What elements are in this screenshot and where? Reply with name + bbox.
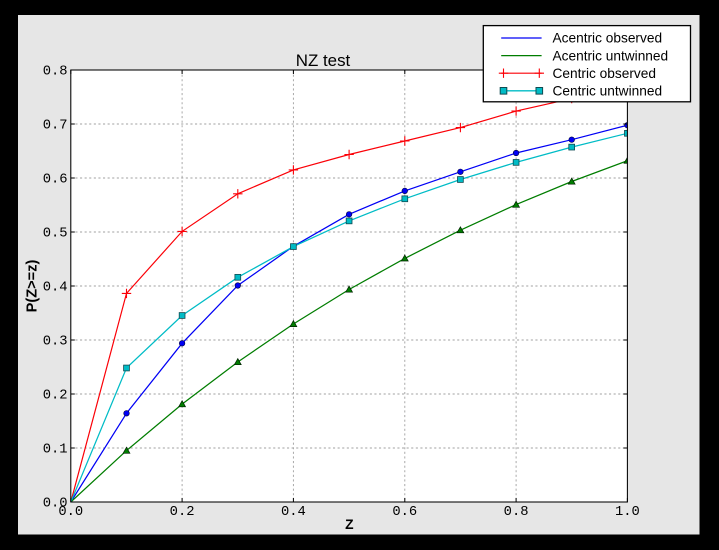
svg-text:Centric untwinned: Centric untwinned: [553, 84, 663, 99]
svg-text:NZ test: NZ test: [296, 51, 351, 70]
svg-text:0.3: 0.3: [43, 335, 68, 350]
svg-text:0.4: 0.4: [281, 505, 306, 520]
svg-text:P(Z>=z): P(Z>=z): [25, 260, 41, 313]
svg-text:0.8: 0.8: [504, 505, 529, 520]
svg-text:0.1: 0.1: [43, 443, 68, 458]
svg-text:Z: Z: [345, 517, 354, 532]
svg-text:0.0: 0.0: [58, 505, 83, 520]
svg-text:0.2: 0.2: [43, 389, 68, 404]
svg-text:1.0: 1.0: [615, 505, 640, 520]
svg-text:Centric observed: Centric observed: [553, 66, 656, 81]
svg-text:0.5: 0.5: [43, 227, 68, 242]
svg-text:0.8: 0.8: [43, 65, 68, 80]
svg-text:0.7: 0.7: [43, 119, 68, 134]
svg-text:Acentric observed: Acentric observed: [553, 31, 663, 46]
svg-text:0.6: 0.6: [43, 173, 68, 188]
svg-text:0.2: 0.2: [170, 505, 195, 520]
svg-text:Acentric untwinned: Acentric untwinned: [553, 48, 669, 63]
svg-text:0.4: 0.4: [43, 281, 68, 296]
svg-text:0.6: 0.6: [392, 505, 417, 520]
svg-text:0.0: 0.0: [43, 497, 68, 512]
